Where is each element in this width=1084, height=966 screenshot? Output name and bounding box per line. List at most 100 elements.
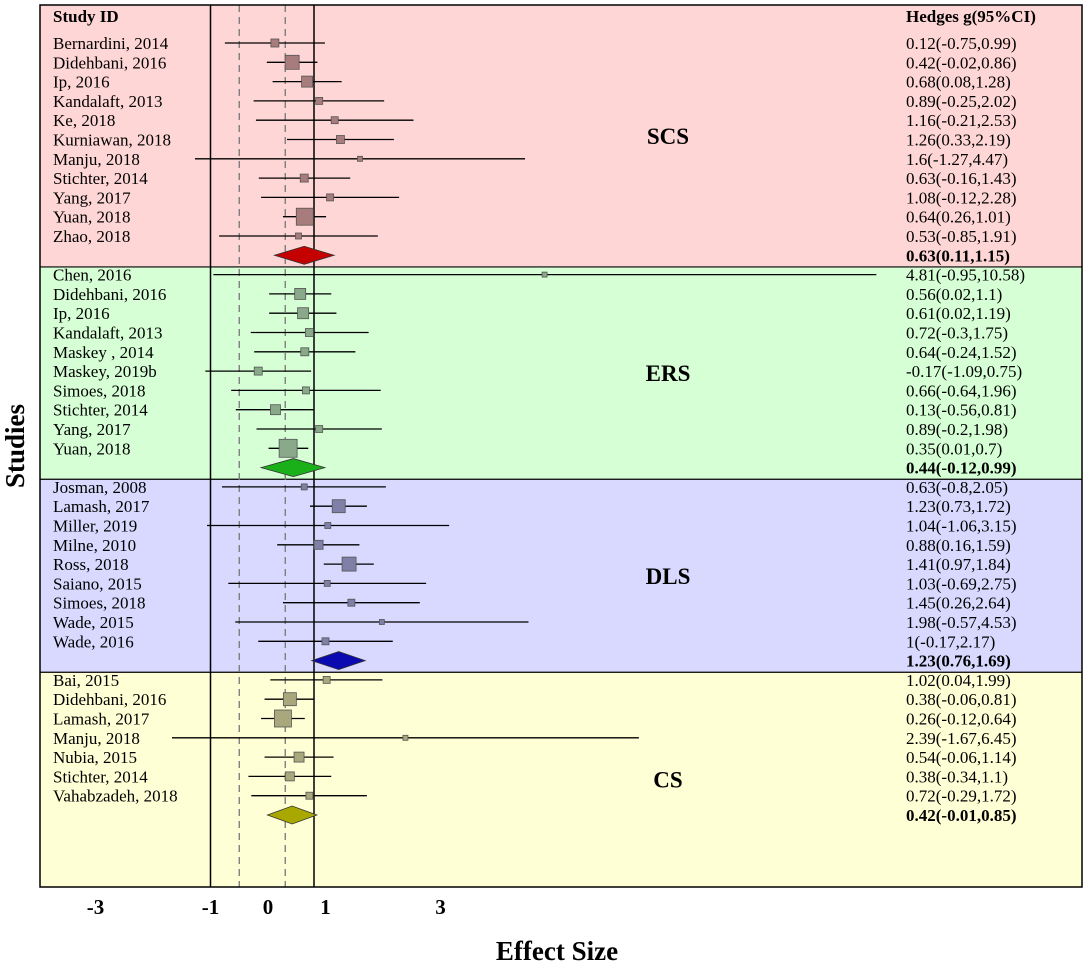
study-marker	[315, 97, 324, 105]
study-marker	[282, 692, 297, 707]
study-label: Lamash, 2017	[53, 497, 150, 516]
study-marker	[293, 751, 305, 763]
effect-size-label: 0.42(-0.02,0.86)	[906, 53, 1016, 72]
study-label: Wade, 2015	[53, 613, 134, 632]
study-marker	[313, 539, 324, 550]
forest-labels: Bernardini, 2014 0.12(-0.75,0.99) Didehban…	[53, 34, 1025, 825]
study-label: Manju, 2018	[53, 729, 140, 748]
effect-size-label: 1.45(0.26,2.64)	[906, 594, 1011, 613]
plot-frame	[39, 4, 1083, 888]
effect-size-label: 0.35(0.01,0.7)	[906, 439, 1002, 458]
effect-size-label: 0.88(0.16,1.59)	[906, 536, 1011, 555]
effect-size-label: 1.16(-0.21,2.53)	[906, 111, 1016, 130]
group-label-ers: ERS	[646, 361, 691, 386]
effect-size-label: 0.68(0.08,1.28)	[906, 73, 1011, 92]
effect-size-label: 2.39(-1.67,6.45)	[906, 729, 1016, 748]
group-band-scs	[40, 5, 1082, 267]
study-id-header: Study ID	[53, 7, 119, 26]
effect-size-label: 0.13(-0.56,0.81)	[906, 401, 1016, 420]
x-axis-title: Effect Size	[496, 936, 618, 966]
effect-size-label: 0.89(-0.25,2.02)	[906, 92, 1016, 111]
summary-effect-label: 0.44(-0.12,0.99)	[906, 459, 1016, 478]
summary-effect-label: 1.23(0.76,1.69)	[906, 652, 1011, 671]
effect-size-label: 1.04(-1.06,3.15)	[906, 517, 1016, 536]
effect-size-label: 1.41(0.97,1.84)	[906, 555, 1011, 574]
study-marker	[315, 425, 324, 433]
study-label: Wade, 2016	[53, 632, 134, 651]
study-label: Saiano, 2015	[53, 574, 142, 593]
study-marker	[295, 207, 314, 226]
effect-size-label: 1.23(0.73,1.72)	[906, 497, 1011, 516]
study-marker	[341, 556, 357, 572]
summary-diamond	[266, 805, 319, 825]
study-marker	[297, 307, 309, 320]
study-label: Yuan, 2018	[53, 439, 130, 458]
study-marker	[299, 173, 309, 183]
summary-diamond	[259, 458, 327, 478]
effect-size-label: 1(-0.17,2.17)	[906, 632, 995, 651]
study-marker	[284, 771, 295, 782]
effect-size-label: 1.03(-0.69,2.75)	[906, 574, 1016, 593]
x-tick-label: 1	[320, 895, 331, 919]
study-label: Ip, 2016	[53, 304, 110, 323]
x-tick-label: -3	[87, 895, 105, 919]
study-label: Stichter, 2014	[53, 767, 148, 786]
effect-size-label: 0.72(-0.3,1.75)	[906, 324, 1008, 343]
study-marker	[253, 366, 263, 376]
effect-size-label: 0.89(-0.2,1.98)	[906, 420, 1008, 439]
x-tick-label: 3	[435, 895, 446, 919]
study-label: Vahabzadeh, 2018	[53, 787, 178, 806]
effect-size-label: 0.38(-0.34,1.1)	[906, 767, 1008, 786]
hedges-g-header: Hedges g(95%CI)	[906, 7, 1036, 26]
x-axis-ticks: -3 -1 0 1 3	[87, 895, 446, 919]
study-marker	[402, 734, 409, 741]
study-marker	[284, 54, 300, 70]
effect-size-label: 0.53(-0.85,1.91)	[906, 227, 1016, 246]
summary-effect-label: 0.42(-0.01,0.85)	[906, 806, 1016, 825]
study-label: Zhao, 2018	[53, 227, 130, 246]
effect-size-label: 0.38(-0.06,0.81)	[906, 690, 1016, 709]
study-label: Stichter, 2014	[53, 169, 148, 188]
study-marker	[294, 287, 307, 300]
effect-size-label: 1.02(0.04,1.99)	[906, 671, 1011, 690]
study-marker	[301, 75, 314, 88]
study-label: Simoes, 2018	[53, 594, 146, 613]
study-marker	[330, 116, 339, 125]
effect-size-label: 1.98(-0.57,4.53)	[906, 613, 1016, 632]
study-marker	[321, 637, 330, 646]
effect-size-label: 0.26(-0.12,0.64)	[906, 710, 1016, 729]
study-marker	[295, 232, 302, 240]
effect-size-label: 1.08(-0.12,2.28)	[906, 188, 1016, 207]
study-label: Maskey, 2019b	[53, 362, 157, 381]
effect-size-label: 0.12(-0.75,0.99)	[906, 34, 1016, 53]
effect-size-label: 0.63(-0.16,1.43)	[906, 169, 1016, 188]
study-marker	[322, 676, 331, 684]
study-label: Miller, 2019	[53, 517, 137, 536]
study-label: Yuan, 2018	[53, 208, 130, 227]
effect-size-label: 0.72(-0.29,1.72)	[906, 787, 1016, 806]
study-marker	[302, 386, 310, 395]
study-label: Maskey , 2014	[53, 343, 154, 362]
summary-diamond	[272, 245, 336, 265]
group-band-ers	[40, 266, 1082, 480]
summary-diamond	[310, 651, 367, 671]
study-marker	[270, 38, 280, 48]
group-label-dls: DLS	[646, 564, 691, 589]
study-marker	[323, 580, 331, 587]
effect-size-label: -0.17(-1.09,0.75)	[906, 362, 1022, 381]
forest-marks	[171, 38, 877, 825]
group-band-dls	[40, 479, 1082, 673]
group-label-cs: CS	[653, 768, 682, 793]
study-marker	[541, 271, 548, 278]
effect-size-label: 0.63(-0.8,2.05)	[906, 478, 1008, 497]
group-label-scs: SCS	[647, 124, 689, 149]
study-label: Nubia, 2015	[53, 748, 137, 767]
reference-lines	[209, 5, 315, 887]
study-marker	[300, 483, 308, 491]
effect-size-label: 0.54(-0.06,1.14)	[906, 748, 1016, 767]
group-band-cs	[40, 672, 1082, 887]
study-label: Yang, 2017	[53, 420, 131, 439]
effect-size-label: 1.6(-1.27,4.47)	[906, 150, 1008, 169]
study-label: Lamash, 2017	[53, 710, 150, 729]
